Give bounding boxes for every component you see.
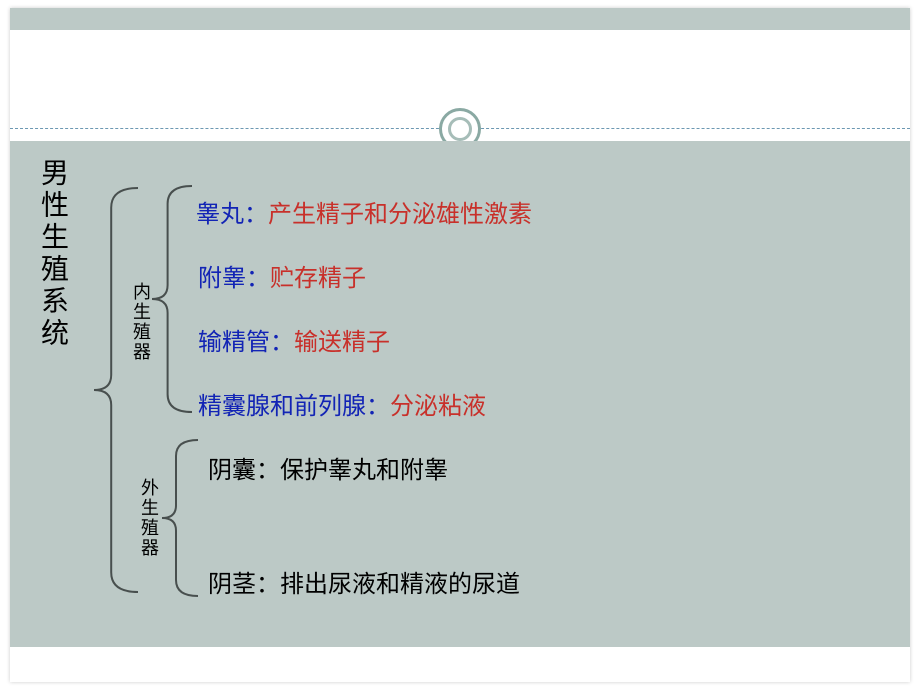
item-desc: 分泌粘液 (390, 394, 486, 420)
item-term: 附睾： (198, 266, 270, 292)
item-term: 睾丸： (196, 202, 268, 228)
item-desc: 产生精子和分泌雄性激素 (268, 202, 532, 228)
item-desc: 排出尿液和精液的尿道 (280, 572, 520, 598)
list-item: 精囊腺和前列腺：分泌粘液 (198, 386, 486, 421)
item-term: 精囊腺和前列腺： (198, 394, 390, 420)
group-brace-icon (150, 184, 194, 414)
main-title: 男性生殖系统 (32, 158, 72, 350)
item-term: 输精管： (198, 330, 294, 356)
list-item: 输精管：输送精子 (198, 322, 390, 357)
group-label: 外生殖器 (136, 478, 162, 558)
item-desc: 贮存精子 (270, 266, 366, 292)
item-term: 阴茎： (208, 572, 280, 598)
main-brace-icon (92, 186, 140, 594)
list-item: 阴茎：排出尿液和精液的尿道 (208, 564, 520, 599)
group-brace-icon (160, 438, 200, 598)
item-desc: 输送精子 (294, 330, 390, 356)
list-item: 阴囊：保护睾丸和附睾 (208, 450, 448, 485)
ring-inner-icon (448, 117, 472, 141)
item-desc: 保护睾丸和附睾 (280, 458, 448, 484)
item-term: 阴囊： (208, 458, 280, 484)
list-item: 睾丸：产生精子和分泌雄性激素 (196, 194, 532, 229)
slide: 男性生殖系统 内生殖器睾丸：产生精子和分泌雄性激素附睾：贮存精子输精管：输送精子… (10, 8, 910, 682)
list-item: 附睾：贮存精子 (198, 258, 366, 293)
top-band (10, 8, 910, 30)
